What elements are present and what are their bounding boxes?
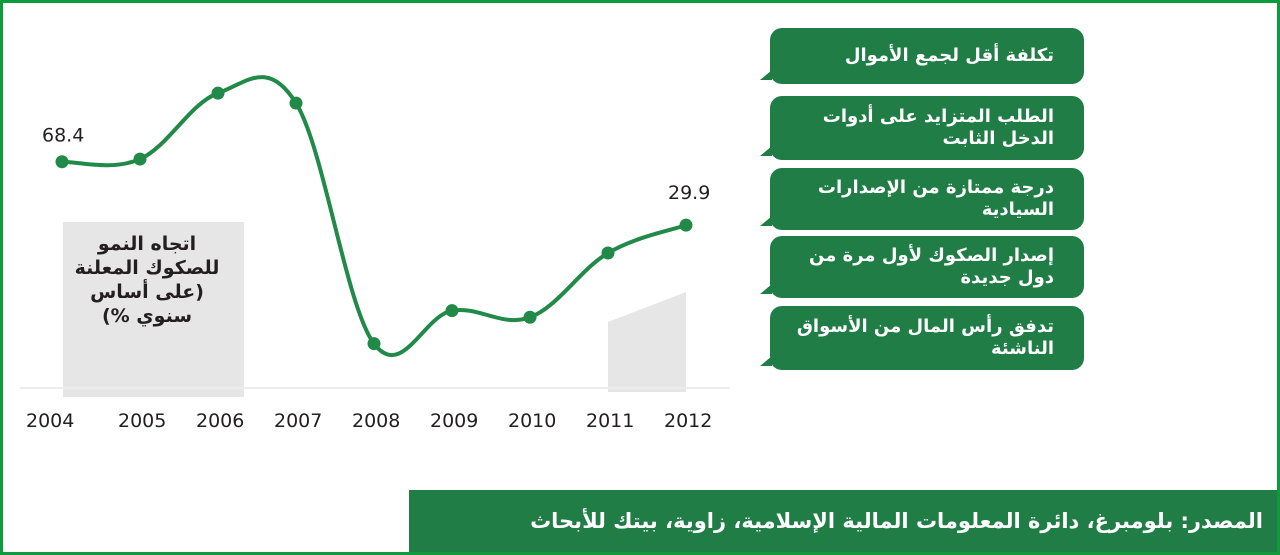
data-point-2005: [133, 152, 147, 166]
title-shade-panel: [63, 222, 244, 397]
x-tick-label: 2006: [196, 410, 244, 432]
callout-emerging-markets: تدفق رأس المال من الأسواق الناشئة: [760, 306, 1084, 370]
data-point-2012: [679, 218, 693, 232]
callout-sovereign-issuance: درجة ممتازة من الإصدارات السيادية: [760, 168, 1084, 230]
x-tick-label: 2010: [508, 410, 556, 432]
data-label-2012: 29.9: [668, 182, 710, 204]
callout-new-countries: إصدار الصكوك لأول مرة من دول جديدة: [760, 236, 1084, 298]
series-line: [61, 75, 687, 358]
callout-lower-cost: تكلفة أقل لجمع الأموال: [760, 28, 1084, 84]
x-tick-label: 2012: [664, 410, 712, 432]
x-tick-label: 2011: [586, 410, 634, 432]
forecast-shade: [608, 292, 686, 392]
x-tick-label: 2009: [430, 410, 478, 432]
x-tick-label: 2008: [352, 410, 400, 432]
source-caption: المصدر: بلومبرغ، دائرة المعلومات المالية…: [409, 490, 1277, 552]
data-point-2011: [601, 246, 615, 260]
data-point-2004: [55, 155, 69, 169]
data-point-2008: [367, 337, 381, 351]
x-tick-label: 2004: [26, 410, 74, 432]
x-tick-label: 2005: [118, 410, 166, 432]
line-chart: 2004 2005 2006 2007 2008 2009 2010 2011 2012 68.4…: [20, 75, 730, 432]
data-point-2010: [523, 310, 537, 324]
data-label-2004: 68.4: [42, 125, 84, 147]
x-tick-label: 2007: [274, 410, 322, 432]
data-point-2009: [445, 304, 459, 318]
data-point-2006: [211, 86, 225, 100]
callout-fixed-income-demand: الطلب المتزايد على أدوات الدخل الثابت: [760, 96, 1084, 160]
data-point-2007: [289, 96, 303, 110]
chart-title: اتجاه النمو للصكوك المعلنة (على أساس سنو…: [74, 233, 220, 327]
